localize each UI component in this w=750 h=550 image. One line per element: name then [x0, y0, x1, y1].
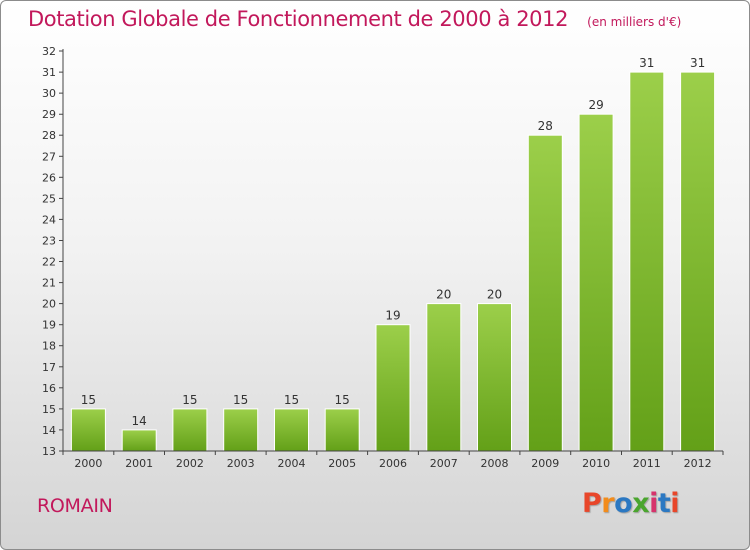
logo-letter: x — [632, 488, 650, 519]
bar-2008 — [477, 303, 512, 452]
bar-2010 — [578, 113, 614, 452]
bars-group: 15 14 15 15 15 15 19 20 20 28 29 31 31 — [70, 56, 716, 452]
y-tick-label-22: 22 — [42, 256, 56, 269]
y-tick-label-17: 17 — [42, 361, 56, 374]
value-label-2006: 19 — [385, 309, 400, 323]
y-tick-label-21: 21 — [42, 277, 56, 290]
value-label-2000: 15 — [81, 393, 96, 407]
bar-2007 — [426, 303, 462, 452]
x-tick-label-2003: 2003 — [227, 457, 255, 470]
logo-letter: t — [657, 488, 671, 519]
y-tick-label-28: 28 — [42, 129, 56, 142]
y-tick-label-26: 26 — [42, 171, 56, 184]
bar-2009 — [527, 134, 563, 452]
x-tick-label-2007: 2007 — [430, 457, 458, 470]
value-label-2008: 20 — [487, 288, 502, 302]
value-label-2007: 20 — [436, 288, 451, 302]
x-tick-label-2012: 2012 — [684, 457, 712, 470]
y-tick-label-13: 13 — [42, 445, 56, 458]
bar-2011 — [629, 71, 665, 452]
y-tick-label-16: 16 — [42, 382, 56, 395]
y-tick-label-27: 27 — [42, 150, 56, 163]
title-row: Dotation Globale de Fonctionnement de 20… — [28, 7, 681, 31]
logo-letter: i — [649, 488, 658, 519]
value-label-2003: 15 — [233, 393, 248, 407]
y-tick-label-31: 31 — [42, 66, 56, 79]
x-tick-label-2004: 2004 — [278, 457, 306, 470]
value-label-2001: 14 — [132, 414, 147, 428]
y-tick-label-23: 23 — [42, 235, 56, 248]
value-label-2002: 15 — [182, 393, 197, 407]
y-tick-label-32: 32 — [42, 45, 56, 58]
x-tick-label-2005: 2005 — [328, 457, 356, 470]
bar-2001 — [121, 429, 157, 452]
value-label-2004: 15 — [284, 393, 299, 407]
logo-letter: i — [670, 488, 680, 519]
x-tick-label-2002: 2002 — [176, 457, 204, 470]
y-tick-label-25: 25 — [42, 192, 56, 205]
y-tick-label-15: 15 — [42, 403, 56, 416]
value-label-2005: 15 — [335, 393, 350, 407]
axes-group: 2000 2001 2002 2003 2004 2005 2006 2007 2008 2009… — [42, 45, 724, 470]
x-tick-label-2010: 2010 — [582, 457, 610, 470]
bar-2005 — [324, 408, 360, 452]
value-label-2009: 28 — [538, 119, 553, 133]
value-label-2010: 29 — [588, 98, 603, 112]
y-tick-label-30: 30 — [42, 87, 56, 100]
x-tick-label-2009: 2009 — [531, 457, 559, 470]
bar-2003 — [223, 408, 259, 452]
x-tick-label-2011: 2011 — [633, 457, 661, 470]
y-tick-label-18: 18 — [42, 340, 56, 353]
bar-2012 — [680, 71, 716, 452]
x-tick-label-2000: 2000 — [74, 457, 102, 470]
value-label-2012: 31 — [690, 56, 705, 70]
y-tick-label-19: 19 — [42, 319, 56, 332]
proxiti-logo: Proxiti — [582, 488, 680, 519]
value-label-2011: 31 — [639, 56, 654, 70]
x-tick-label-2006: 2006 — [379, 457, 407, 470]
chart-subtitle: (en milliers d'€) — [587, 15, 682, 29]
y-tick-label-20: 20 — [42, 298, 56, 311]
y-tick-label-29: 29 — [42, 108, 56, 121]
x-tick-label-2008: 2008 — [481, 457, 509, 470]
y-tick-label-14: 14 — [42, 424, 56, 437]
commune-name: ROMAIN — [37, 495, 113, 517]
bar-2002 — [172, 408, 208, 452]
bar-2004 — [274, 408, 309, 452]
bar-2000 — [70, 408, 106, 452]
logo-letter: r — [601, 488, 615, 519]
x-tick-label-2001: 2001 — [125, 457, 153, 470]
logo-letter: P — [582, 488, 602, 519]
y-tick-label-24: 24 — [42, 213, 56, 226]
chart-title: Dotation Globale de Fonctionnement de 20… — [28, 7, 569, 31]
logo-letter: o — [614, 488, 633, 519]
bar-2006 — [375, 324, 411, 452]
